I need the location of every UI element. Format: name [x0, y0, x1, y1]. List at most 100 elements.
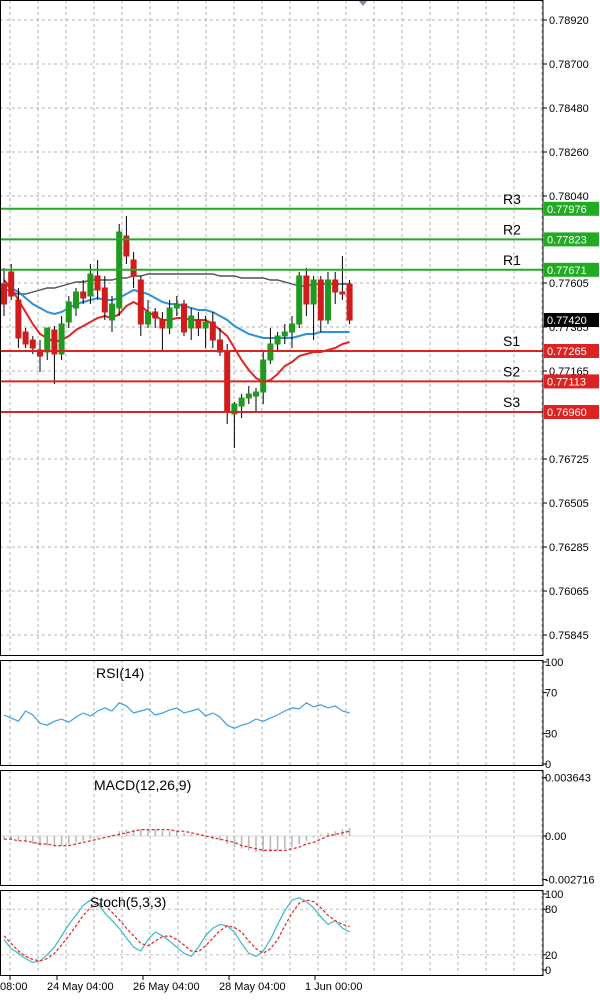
y-tick-label: 0.77605 [549, 278, 589, 290]
y-tick-label: 0.78040 [549, 191, 589, 203]
candle-body [137, 279, 144, 325]
candle-body [123, 235, 130, 257]
pane-border [0, 770, 544, 886]
candle-body [101, 287, 108, 313]
current-price-box [544, 313, 599, 327]
candle-body [260, 359, 267, 393]
candle-body [1, 283, 7, 305]
level-price-label: 0.76960 [547, 407, 587, 419]
candle-body [195, 319, 202, 329]
candle-body [73, 291, 79, 309]
rsi-tick-label: 30 [545, 728, 557, 740]
candle-body [94, 275, 101, 291]
y-tick-label: 0.78480 [549, 103, 589, 115]
candle-body [109, 303, 115, 321]
pane-border [0, 660, 544, 766]
level-label-s3: S3 [503, 394, 520, 410]
stoch-main-line [3, 897, 350, 964]
chart-shift-marker [358, 0, 368, 6]
candle-body [29, 339, 36, 349]
candle-body [303, 275, 310, 305]
stoch-title: Stoch(5,3,3) [90, 894, 166, 910]
candle-body [8, 271, 15, 297]
candle-body [159, 319, 166, 329]
y-tick-label: 0.76725 [549, 454, 589, 466]
y-tick-label: 0.75845 [549, 630, 589, 642]
macd-title: MACD(12,26,9) [94, 777, 191, 793]
candle-body [231, 403, 238, 415]
ma-slow-line [3, 273, 350, 295]
rsi-title: RSI(14) [96, 665, 144, 681]
level-price-label: 0.77113 [547, 376, 586, 388]
candle-body [58, 323, 65, 355]
candle-body [209, 321, 216, 341]
candle-body [296, 275, 303, 325]
y-tick-label: 0.76285 [549, 542, 589, 554]
candle-body [173, 303, 180, 309]
stoch-tick-label: 80 [545, 904, 557, 916]
rsi-line [3, 702, 350, 729]
rsi-tick-label: 0 [545, 759, 551, 771]
candle-body [310, 279, 317, 305]
pane-border [0, 890, 544, 976]
candle-body [202, 321, 209, 329]
candle-body [346, 283, 353, 321]
candle-body [44, 327, 51, 353]
current-price-label: 0.77420 [547, 315, 587, 327]
candle-body [80, 291, 87, 299]
stoch-tick-label: 0 [545, 965, 551, 977]
y-tick-label: 0.76065 [549, 586, 589, 598]
y-tick-label: 0.78260 [549, 147, 589, 159]
level-price-box [544, 201, 599, 216]
y-tick-label: 0.76505 [549, 498, 589, 510]
x-tick-label: 26 May 04:00 [133, 981, 200, 993]
candle-body [152, 311, 159, 319]
candle-body [65, 301, 72, 323]
pane-border [0, 0, 544, 656]
candle-body [332, 279, 339, 293]
macd-tick-label: 0.00 [545, 831, 566, 843]
y-tick-label: 0.78920 [549, 15, 589, 27]
stoch-tick-label: 100 [545, 889, 563, 901]
level-price-label: 0.77671 [547, 265, 587, 277]
level-price-label: 0.77976 [547, 204, 587, 216]
x-tick-label: 1 Jun 00:00 [305, 981, 363, 993]
level-label-r1: R1 [503, 252, 521, 268]
candle-body [274, 335, 281, 345]
x-tick-label: 08:00 [0, 981, 28, 993]
candle-body [51, 329, 58, 355]
candle-body [253, 391, 259, 397]
level-label-s2: S2 [503, 363, 520, 379]
macd-tick-label: -0.002716 [545, 874, 595, 886]
candle-body [281, 331, 288, 337]
stoch-signal-line [3, 899, 350, 962]
candle-body [238, 397, 245, 407]
candle-body [145, 311, 151, 325]
level-label-r3: R3 [503, 191, 521, 207]
candle-body [181, 303, 187, 333]
level-label-s1: S1 [503, 333, 520, 349]
level-price-label: 0.77823 [547, 234, 587, 246]
candle-body [188, 315, 195, 329]
candle-body [289, 323, 295, 333]
rsi-tick-label: 70 [545, 688, 557, 700]
candle-body [130, 259, 137, 277]
x-tick-label: 24 May 04:00 [47, 981, 114, 993]
x-tick-label: 28 May 04:00 [219, 981, 286, 993]
level-price-box [544, 262, 599, 277]
level-price-box [544, 405, 599, 419]
candle-body [15, 299, 22, 339]
candle-body [22, 331, 29, 345]
level-label-r2: R2 [503, 221, 521, 237]
rsi-tick-label: 100 [545, 657, 563, 669]
candle-body [245, 393, 252, 399]
y-tick-label: 0.78700 [549, 59, 589, 71]
candle-body [166, 307, 173, 329]
level-price-box [544, 232, 599, 247]
candle-body [87, 273, 94, 297]
macd-signal-line [4, 829, 350, 851]
level-price-box [544, 374, 599, 389]
stoch-tick-label: 20 [545, 950, 557, 962]
